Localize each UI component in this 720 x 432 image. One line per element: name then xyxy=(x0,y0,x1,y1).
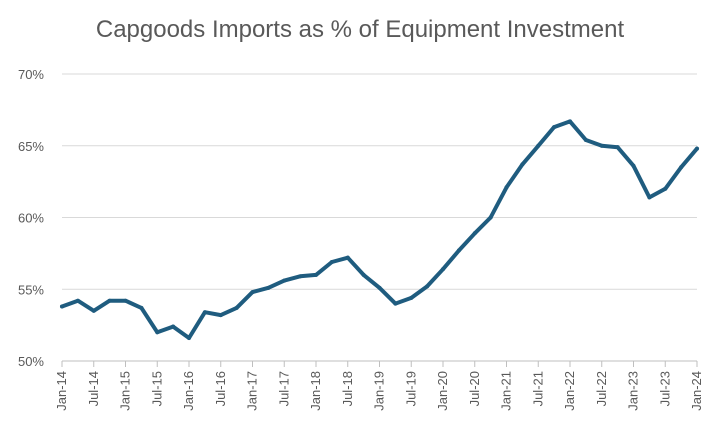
x-tick-label: Jul-21 xyxy=(530,371,545,406)
data-point xyxy=(409,295,414,300)
data-point xyxy=(171,324,176,329)
data-point xyxy=(107,298,112,303)
data-point xyxy=(599,143,604,148)
x-tick-label: Jan-24 xyxy=(689,371,704,411)
data-point xyxy=(91,308,96,313)
data-point xyxy=(472,231,477,236)
x-tick-label: Jan-18 xyxy=(308,371,323,411)
x-tick-label: Jul-18 xyxy=(340,371,355,406)
data-point xyxy=(456,248,461,253)
data-point xyxy=(60,304,64,309)
data-point xyxy=(679,165,684,170)
x-tick-label: Jan-17 xyxy=(245,371,260,411)
data-point xyxy=(631,163,636,168)
data-point xyxy=(298,274,303,279)
x-tick-label: Jan-14 xyxy=(54,371,69,411)
x-tick-label: Jul-20 xyxy=(467,371,482,406)
data-point xyxy=(314,272,318,277)
data-point xyxy=(234,305,239,310)
data-point xyxy=(647,195,652,200)
data-point xyxy=(377,285,382,290)
x-tick-label: Jan-20 xyxy=(435,371,450,411)
data-point xyxy=(250,290,255,295)
data-point xyxy=(488,215,493,220)
y-tick-label: 70% xyxy=(18,67,44,82)
x-tick-label: Jan-22 xyxy=(562,371,577,411)
x-tick-label: Jan-15 xyxy=(118,371,133,411)
data-point xyxy=(520,162,525,167)
data-point xyxy=(266,285,271,290)
x-tick-label: Jan-21 xyxy=(499,371,514,411)
data-point xyxy=(202,310,207,315)
data-point xyxy=(123,298,128,303)
chart-title: Capgoods Imports as % of Equipment Inves… xyxy=(95,16,625,43)
series-line xyxy=(60,119,699,340)
data-point xyxy=(536,143,541,148)
y-tick-label: 60% xyxy=(18,211,44,226)
x-tick-label: Jul-16 xyxy=(213,371,228,406)
data-point xyxy=(75,298,80,303)
data-point xyxy=(282,278,287,283)
data-point xyxy=(393,301,398,306)
x-tick-label: Jul-22 xyxy=(594,371,609,406)
data-point xyxy=(441,267,445,272)
data-point xyxy=(583,138,588,143)
data-point xyxy=(568,119,572,124)
data-point xyxy=(361,272,366,277)
data-point xyxy=(504,185,509,190)
data-point xyxy=(552,125,557,130)
x-tick-label: Jan-23 xyxy=(626,371,641,411)
data-point xyxy=(615,145,620,150)
x-tick-label: Jan-16 xyxy=(181,371,196,411)
y-tick-label: 50% xyxy=(18,354,44,369)
x-tick-label: Jul-23 xyxy=(657,371,672,406)
data-point xyxy=(155,330,160,335)
x-tick-label: Jul-15 xyxy=(149,371,164,406)
data-point xyxy=(695,146,699,151)
x-tick-label: Jan-19 xyxy=(372,371,387,411)
data-point xyxy=(139,305,144,310)
data-point xyxy=(345,255,350,260)
data-point xyxy=(329,259,334,264)
x-tick-label: Jul-19 xyxy=(403,371,418,406)
x-tick-label: Jul-17 xyxy=(276,371,291,406)
x-tick-label: Jul-14 xyxy=(86,371,101,406)
y-tick-label: 55% xyxy=(18,282,44,297)
data-point xyxy=(218,313,223,318)
data-point xyxy=(187,336,191,341)
data-point xyxy=(425,284,430,289)
y-tick-label: 65% xyxy=(18,139,44,154)
data-point xyxy=(663,186,668,191)
